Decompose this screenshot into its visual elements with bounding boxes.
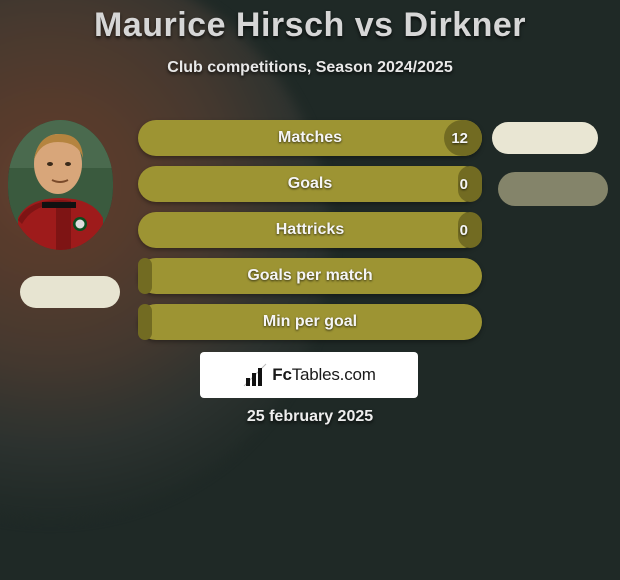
logo-prefix: Fc [272, 365, 291, 384]
stat-bar-label: Hattricks [138, 212, 482, 248]
stat-bar: Min per goal [138, 304, 482, 340]
stat-bar-value-right: 12 [451, 120, 468, 156]
stat-bar-label: Min per goal [138, 304, 482, 340]
stat-bar-value-right: 0 [460, 212, 468, 248]
fctables-logo: FcTables.com [200, 352, 418, 398]
stat-bars: Matches12Goals0Hattricks0Goals per match… [138, 120, 482, 350]
subtitle: Club competitions, Season 2024/2025 [0, 59, 620, 77]
comparison-card: Maurice Hirsch vs Dirkner Club competiti… [0, 0, 620, 580]
name-pill-right-2 [498, 172, 608, 206]
stat-bar-label: Goals per match [138, 258, 482, 294]
player-avatar-left [8, 120, 113, 250]
stat-bar-value-right: 0 [460, 166, 468, 202]
name-pill-right-1 [492, 122, 598, 154]
stat-bar: Goals0 [138, 166, 482, 202]
stat-bar: Hattricks0 [138, 212, 482, 248]
stat-bar-label: Matches [138, 120, 482, 156]
bars-icon [242, 362, 268, 388]
logo-suffix: Tables.com [292, 365, 376, 384]
stat-bar: Goals per match [138, 258, 482, 294]
stat-bar: Matches12 [138, 120, 482, 156]
stat-bar-label: Goals [138, 166, 482, 202]
avatar-placeholder-icon [8, 120, 113, 250]
snapshot-date: 25 february 2025 [0, 408, 620, 426]
page-title: Maurice Hirsch vs Dirkner [0, 0, 620, 45]
logo-text: FcTables.com [272, 365, 375, 385]
name-pill-left [20, 276, 120, 308]
